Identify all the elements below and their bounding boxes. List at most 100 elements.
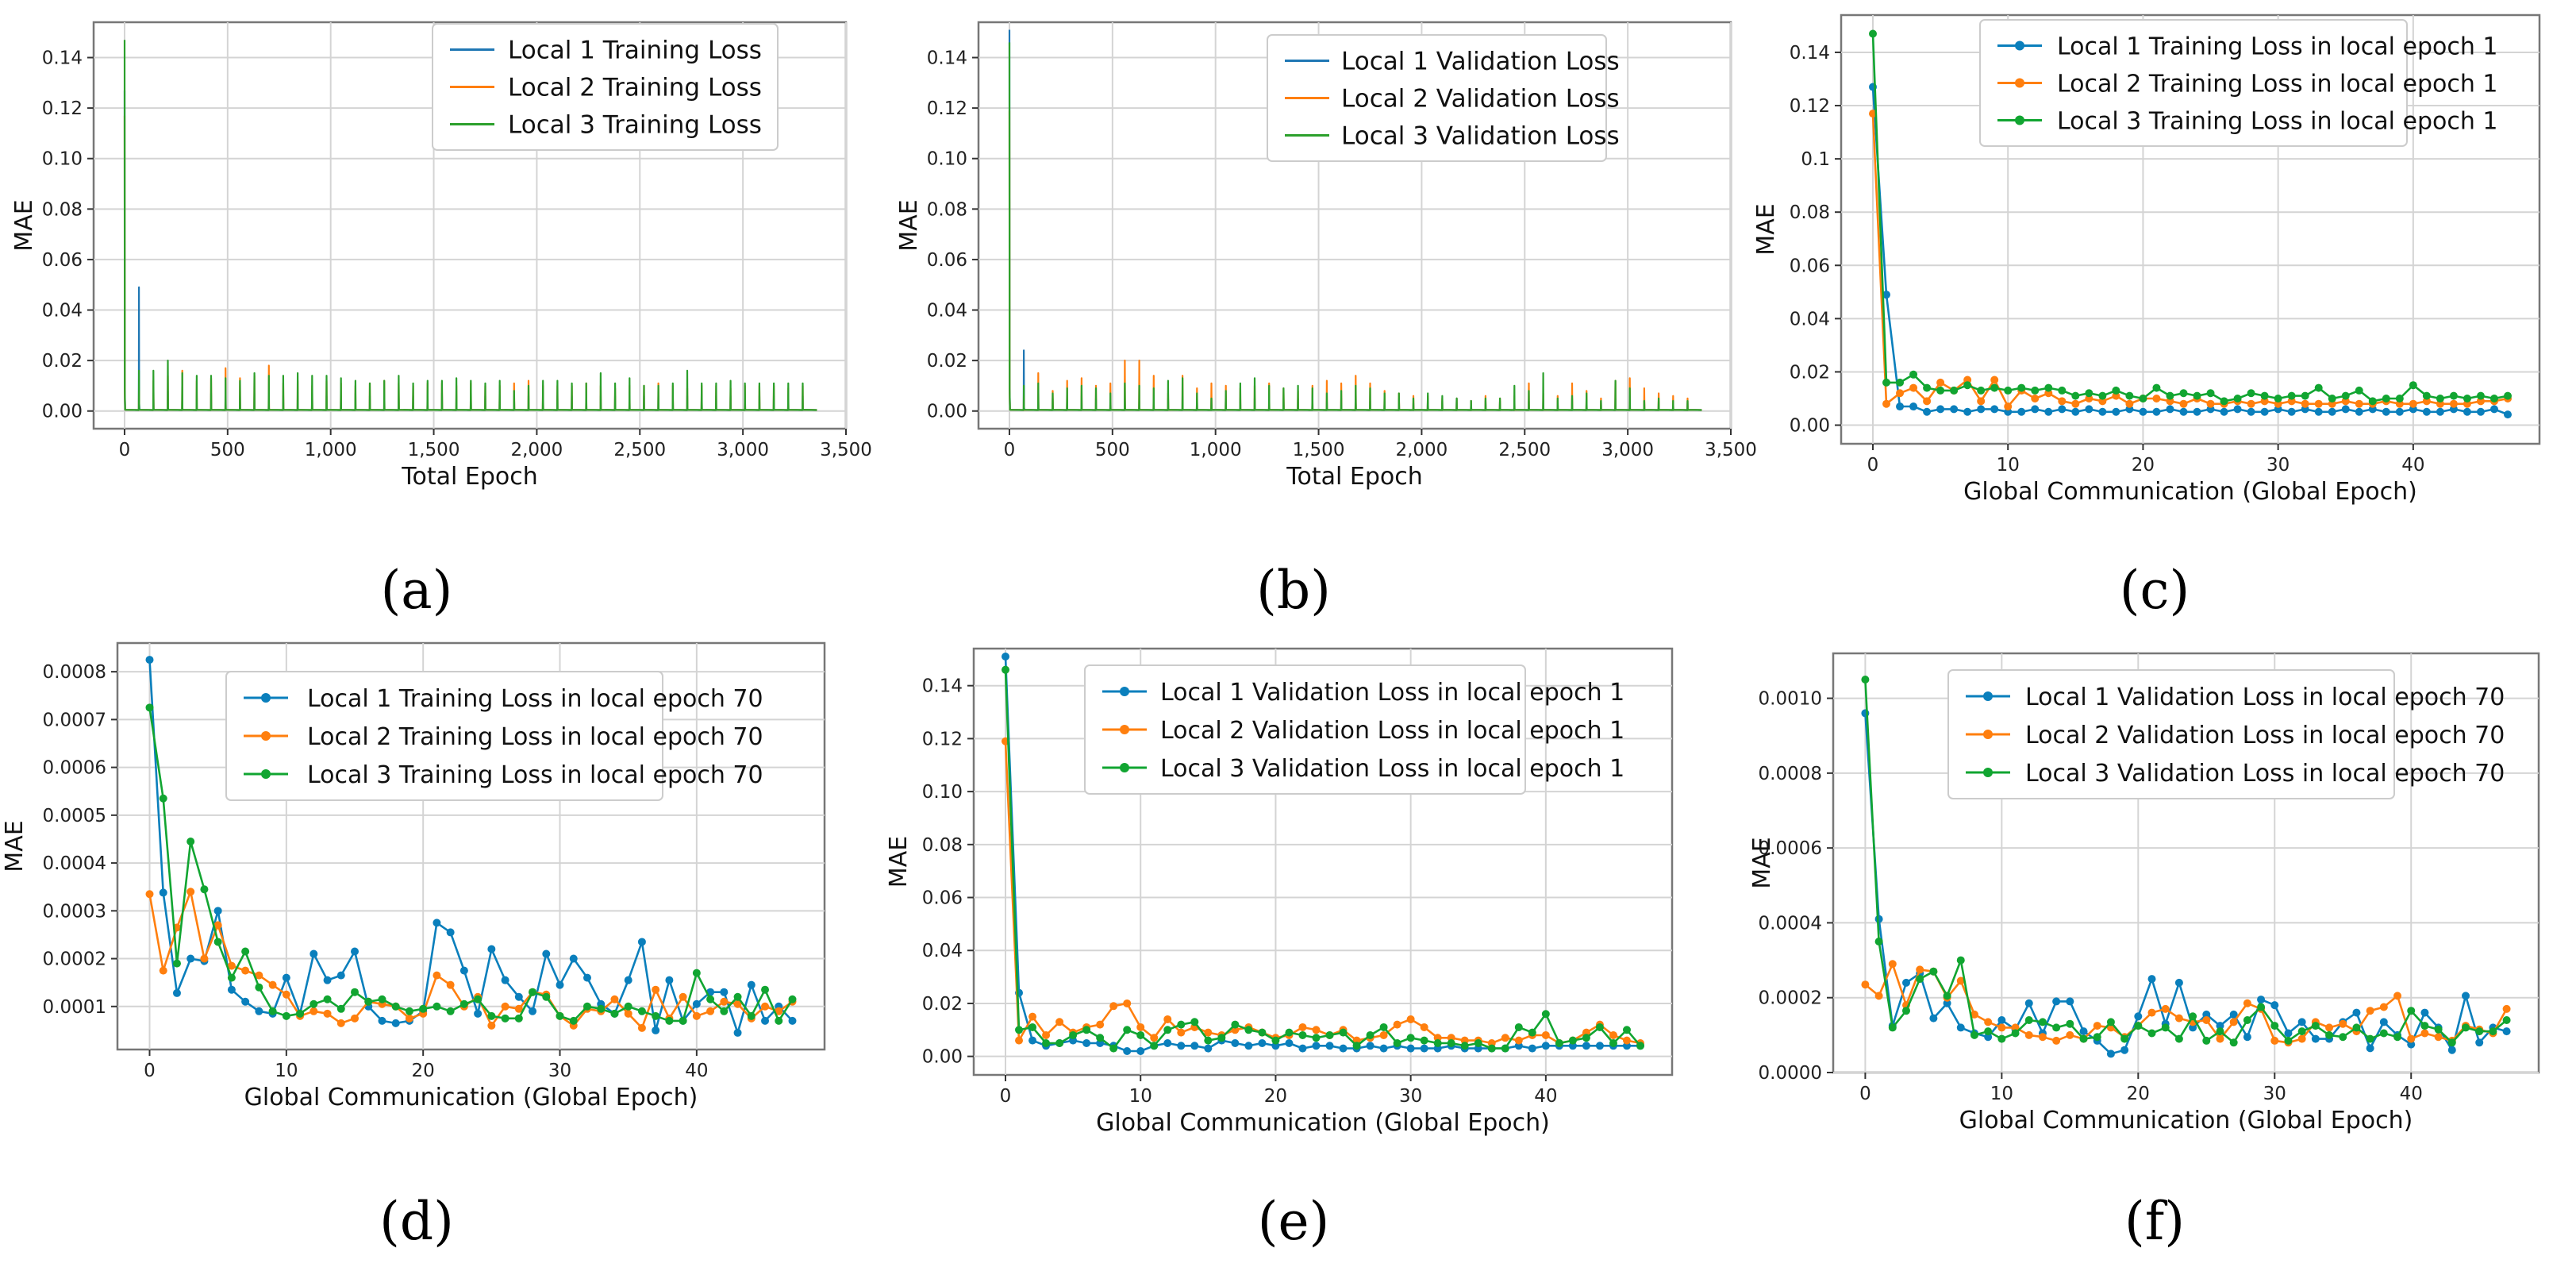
legend: Local 1 Validation Loss in local epoch 1… — [1084, 664, 1624, 795]
chart-d: 0 10 20 30 40 0.0001 0.0002 0.0003 0.0004 0.0005 0… — [1, 641, 826, 1111]
x-tick-label: 10 — [1990, 1084, 2013, 1104]
data-point — [679, 992, 687, 1001]
y-tick-label: 0.06 — [42, 250, 83, 271]
data-point — [2284, 1029, 2293, 1038]
legend-label: Local 1 Validation Loss in local epoch 1 — [1160, 679, 1624, 707]
data-point — [2243, 999, 2251, 1007]
data-point — [2297, 1027, 2306, 1036]
y-tick-label: 0.12 — [927, 98, 967, 119]
y-tick-label: 0.10 — [927, 149, 967, 170]
data-point — [1244, 1026, 1253, 1034]
y-tick-label: 0.04 — [1790, 309, 1830, 329]
legend-label: Local 1 Training Loss in local epoch 1 — [2057, 33, 2497, 61]
data-point — [2463, 407, 2471, 416]
x-tick-label: 0 — [1004, 440, 1016, 460]
data-point — [1285, 1028, 1294, 1037]
data-point — [1204, 1028, 1213, 1037]
data-point — [2220, 397, 2228, 406]
data-point — [1501, 1044, 1509, 1053]
x-tick-label: 40 — [1534, 1086, 1557, 1107]
data-point — [2462, 992, 2470, 1000]
data-point — [1943, 992, 1951, 1000]
data-point — [1393, 1038, 1401, 1047]
data-point — [1312, 1042, 1321, 1050]
data-point — [1109, 1002, 1118, 1011]
data-point — [323, 995, 332, 1003]
y-axis-label: MAE — [885, 836, 913, 888]
data-point — [2366, 1034, 2374, 1043]
data-point — [556, 1011, 564, 1020]
legend-swatch-marker — [261, 731, 271, 741]
legend-swatch-marker — [2015, 115, 2024, 125]
data-point — [1501, 1034, 1509, 1042]
data-point — [706, 995, 715, 1003]
data-point — [1916, 975, 1924, 984]
series-3 — [1869, 29, 2512, 406]
data-point — [2174, 978, 2183, 987]
y-tick-label: 0.02 — [1790, 362, 1830, 383]
caption-b: (b) — [1256, 560, 1331, 621]
legend-box — [432, 23, 779, 151]
data-point — [1406, 1044, 1415, 1053]
data-point — [1888, 960, 1897, 969]
data-point — [227, 961, 236, 970]
legend-label: Local 2 Validation Loss — [1341, 85, 1620, 114]
data-point — [610, 1009, 619, 1018]
legend-item: Local 3 Validation Loss — [1285, 122, 1620, 151]
y-tick-label: 0.0002 — [43, 949, 106, 970]
data-point — [2502, 1016, 2511, 1024]
data-point — [2024, 1030, 2033, 1039]
x-tick-label: 3,000 — [717, 440, 769, 460]
data-point — [186, 837, 195, 845]
data-point — [1204, 1036, 1213, 1045]
y-tick-label: 0.12 — [1790, 96, 1830, 117]
data-point — [501, 1014, 509, 1023]
data-point — [2475, 1027, 2484, 1036]
data-point — [1990, 376, 1999, 384]
data-point — [1136, 1030, 1145, 1039]
legend-item: Local 1 Validation Loss — [1285, 48, 1620, 76]
data-point — [2462, 1023, 2470, 1032]
data-point — [2247, 399, 2255, 408]
data-point — [2247, 407, 2255, 416]
data-point — [2147, 1029, 2156, 1038]
legend-label: Local 1 Validation Loss — [1341, 48, 1620, 76]
data-point — [514, 1014, 523, 1023]
data-point — [2112, 386, 2120, 395]
data-point — [2098, 407, 2107, 416]
data-point — [1990, 405, 1999, 414]
data-point — [1447, 1038, 1455, 1047]
y-axis-label: MAE — [895, 199, 923, 251]
data-point — [2193, 391, 2201, 400]
data-point — [1874, 938, 1883, 946]
data-point — [1950, 405, 1959, 414]
data-point — [159, 966, 167, 975]
data-point — [761, 985, 770, 994]
data-point — [282, 990, 290, 999]
data-point — [1055, 1038, 1064, 1047]
legend-label: Local 3 Training Loss in local epoch 70 — [307, 761, 763, 789]
data-point — [1420, 1023, 1428, 1031]
chart-f: 0 10 20 30 40 0.0000 0.0002 0.0004 0.0006 0.0008 0… — [1748, 652, 2540, 1134]
data-point — [652, 1011, 660, 1020]
legend-item: Local 2 Training Loss in local epoch 1 — [1997, 71, 2497, 98]
data-point — [282, 973, 290, 982]
data-point — [1970, 1010, 1978, 1019]
data-point — [1150, 1042, 1159, 1050]
data-point — [2382, 394, 2390, 402]
legend-swatch-marker — [1983, 691, 1993, 701]
series-1 — [1869, 83, 2512, 419]
x-tick-label: 500 — [210, 440, 245, 460]
data-point — [692, 1011, 701, 1020]
y-tick-label: 0.00 — [1790, 416, 1830, 437]
data-point — [2216, 1034, 2224, 1043]
legend-label: Local 1 Validation Loss in local epoch 7… — [2025, 684, 2505, 711]
chart-panel-e: 0 10 20 30 40 0.00 0.02 0.04 0.06 0.08 0.10 0.12 0.1… — [857, 635, 1714, 1271]
x-tick-label: 0 — [144, 1061, 156, 1081]
x-tick-label: 20 — [2132, 455, 2155, 476]
data-point — [1136, 1046, 1145, 1055]
data-point — [2420, 1029, 2429, 1038]
data-point — [652, 1026, 660, 1034]
data-point — [1963, 407, 1972, 416]
data-point — [1460, 1042, 1469, 1050]
